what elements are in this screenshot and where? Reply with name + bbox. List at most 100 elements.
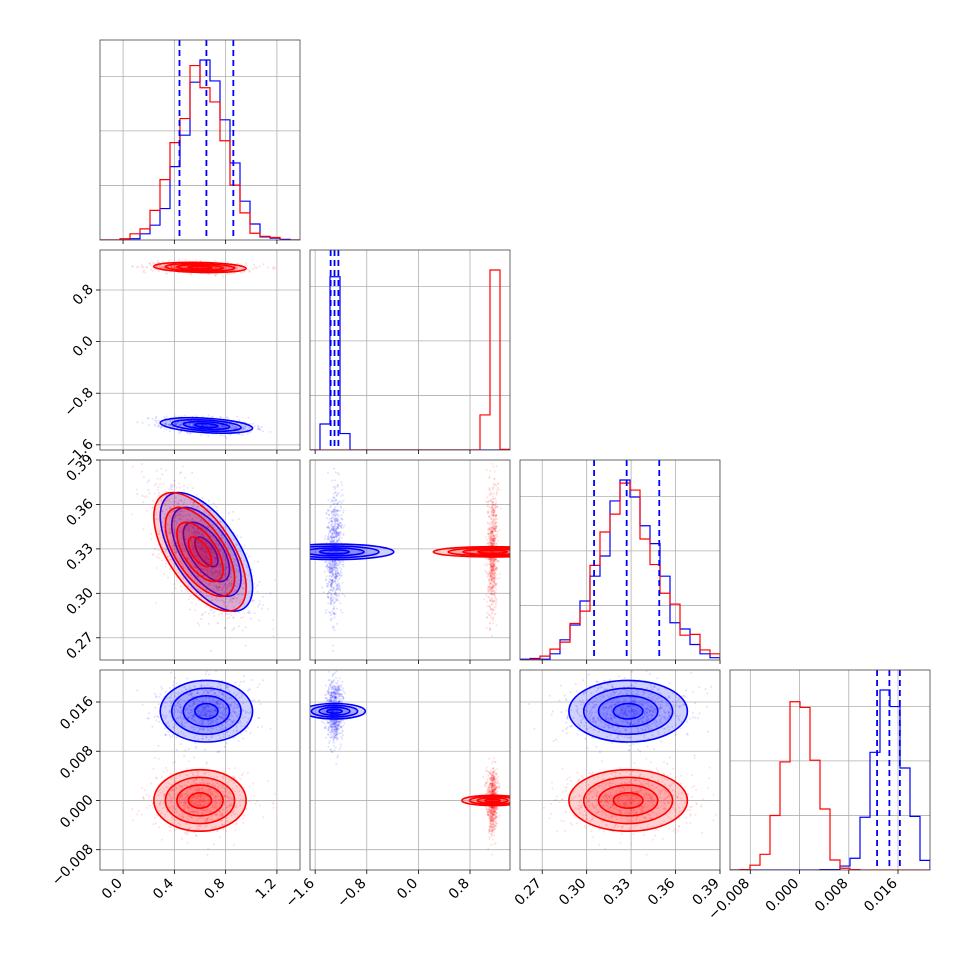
scatter-point [198,564,201,567]
scatter-point [206,571,209,574]
scatter-point [207,273,210,275]
scatter-point [169,419,172,422]
scatter-point [492,600,495,603]
scatter-point [242,427,245,430]
scatter-point [173,266,176,269]
scatter-point [496,533,499,536]
scatter-point [141,494,144,497]
scatter-point [243,427,245,430]
scatter-point [193,503,196,506]
scatter-point [201,520,204,523]
scatter-point [221,275,224,278]
scatter-point [192,548,194,551]
scatter-point [486,521,489,524]
scatter-point [171,592,174,595]
scatter-point [211,572,214,575]
scatter-point [201,527,204,530]
scatter-point [248,579,251,582]
scatter-point [231,519,234,522]
scatter-point [179,425,182,427]
scatter-point [179,513,182,516]
scatter-point [180,499,183,502]
scatter-point [179,472,182,475]
scatter-point [267,608,270,610]
scatter-point [221,425,224,428]
scatter-point [174,421,177,424]
scatter-point [206,556,208,559]
scatter-point [245,564,248,567]
scatter-point [485,500,487,503]
scatter-point [183,266,185,269]
scatter-point [191,525,194,528]
scatter-point [197,530,200,533]
scatter-point [198,624,201,627]
scatter-point [158,266,161,269]
scatter-point [326,526,329,529]
scatter-point [210,551,213,554]
scatter-point [223,568,226,571]
scatter-point [494,567,497,570]
scatter-point [490,534,492,537]
scatter-point [220,533,223,536]
scatter-point [209,567,212,570]
scatter-point [163,266,165,269]
scatter-point [180,531,183,534]
scatter-point [491,619,494,622]
scatter-point [493,543,496,545]
scatter-point [239,550,242,553]
scatter-point [326,538,329,540]
scatter-point [336,562,338,565]
scatter-point [224,558,227,561]
scatter-point [219,564,222,566]
scatter-point [219,585,221,588]
scatter-point [243,582,245,585]
scatter-point [272,266,275,269]
scatter-point [158,556,161,559]
scatter-point [233,558,236,561]
scatter-point [155,421,158,424]
scatter-point [326,509,329,512]
scatter-point [235,585,238,588]
scatter-point [182,503,185,506]
scatter-point [186,557,189,560]
scatter-point [182,550,185,553]
scatter-point [495,588,498,591]
y-tick-label-2-1: 0.30 [63,585,96,618]
scatter-point [157,425,160,428]
scatter-point [335,594,338,597]
scatter-point [229,599,232,602]
scatter-point [181,577,184,580]
scatter-point [187,530,190,533]
scatter-point [493,590,496,593]
scatter-point [494,506,496,509]
scatter-point [208,545,211,548]
scatter-point [256,426,259,429]
scatter-point [193,579,196,582]
scatter-point [204,555,207,558]
scatter-point [166,523,169,526]
scatter-point [230,583,233,586]
scatter-point [167,503,170,506]
scatter-point [323,570,326,573]
scatter-point [340,514,343,517]
scatter-point [207,526,210,529]
scatter-point [146,481,149,484]
scatter-point [206,568,209,571]
scatter-point [201,567,204,570]
scatter-point [187,529,190,532]
scatter-point [331,513,334,516]
scatter-point [242,616,245,619]
scatter-point [224,598,227,600]
scatter-point [196,531,199,534]
scatter-point [329,588,332,591]
scatter-point [174,418,177,421]
scatter-point [253,425,256,428]
scatter-point [201,548,203,551]
scatter-point [205,605,207,608]
scatter-point [342,565,345,568]
scatter-point [219,574,222,577]
scatter-point [326,593,329,596]
scatter-point [226,580,229,582]
scatter-point [191,527,194,530]
scatter-point [158,423,161,426]
